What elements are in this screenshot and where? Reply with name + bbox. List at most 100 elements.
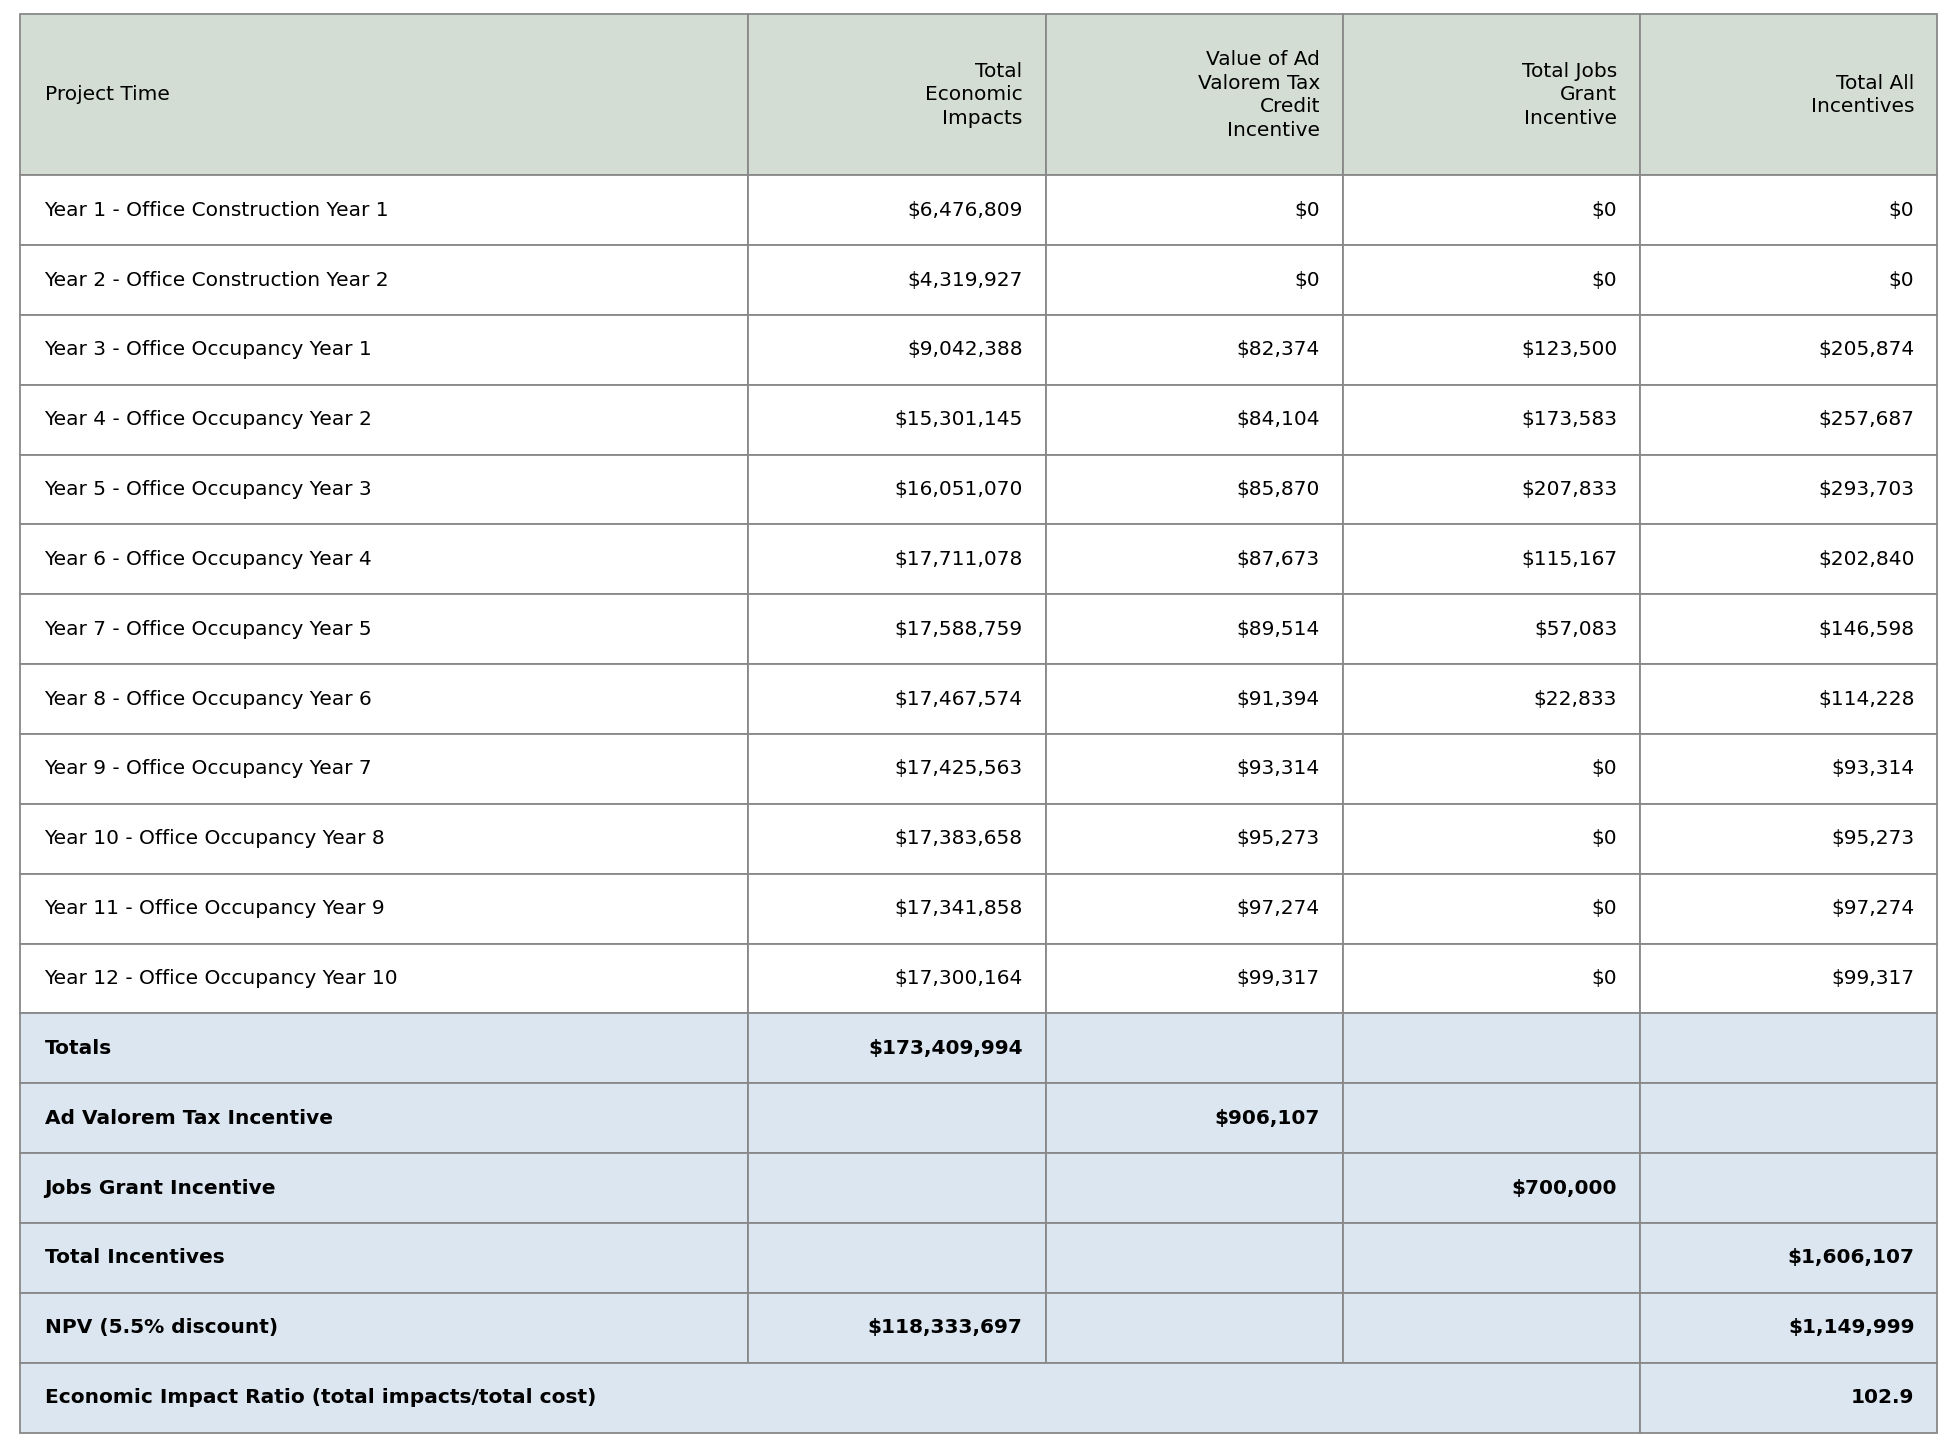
Bar bbox=[748, 454, 1045, 524]
Bar bbox=[1343, 874, 1640, 943]
Bar bbox=[1640, 734, 1937, 805]
Text: Year 5 - Office Occupancy Year 3: Year 5 - Office Occupancy Year 3 bbox=[45, 480, 372, 499]
Bar bbox=[1045, 1013, 1343, 1084]
Bar bbox=[1640, 315, 1937, 385]
Bar bbox=[748, 1153, 1045, 1223]
Bar bbox=[748, 245, 1045, 315]
Text: $173,583: $173,583 bbox=[1521, 410, 1616, 430]
Bar bbox=[748, 664, 1045, 734]
Bar bbox=[1343, 1013, 1640, 1084]
Text: $118,333,697: $118,333,697 bbox=[867, 1318, 1024, 1337]
Text: Total All
Incentives: Total All Incentives bbox=[1810, 74, 1914, 116]
Text: Year 12 - Office Occupancy Year 10: Year 12 - Office Occupancy Year 10 bbox=[45, 969, 397, 988]
Text: $700,000: $700,000 bbox=[1511, 1178, 1616, 1198]
Text: $84,104: $84,104 bbox=[1237, 410, 1319, 430]
Bar bbox=[1045, 175, 1343, 245]
Bar bbox=[748, 315, 1045, 385]
Bar bbox=[1045, 245, 1343, 315]
Bar bbox=[1343, 1153, 1640, 1223]
Text: $202,840: $202,840 bbox=[1818, 550, 1914, 569]
Text: $85,870: $85,870 bbox=[1237, 480, 1319, 499]
Text: Totals: Totals bbox=[45, 1039, 112, 1058]
Bar bbox=[20, 315, 748, 385]
Text: $97,274: $97,274 bbox=[1832, 899, 1914, 919]
Text: Value of Ad
Valorem Tax
Credit
Incentive: Value of Ad Valorem Tax Credit Incentive bbox=[1198, 51, 1319, 139]
Text: $57,083: $57,083 bbox=[1534, 619, 1616, 638]
Bar bbox=[1640, 1153, 1937, 1223]
Text: $22,833: $22,833 bbox=[1534, 690, 1616, 709]
Text: $4,319,927: $4,319,927 bbox=[908, 271, 1024, 289]
Bar bbox=[1640, 1223, 1937, 1292]
Text: $115,167: $115,167 bbox=[1521, 550, 1616, 569]
Text: Year 11 - Office Occupancy Year 9: Year 11 - Office Occupancy Year 9 bbox=[45, 899, 386, 919]
Bar bbox=[1343, 315, 1640, 385]
Bar bbox=[748, 1292, 1045, 1363]
Text: $17,341,858: $17,341,858 bbox=[894, 899, 1024, 919]
Bar bbox=[20, 1153, 748, 1223]
Bar bbox=[1343, 734, 1640, 805]
Bar bbox=[1343, 524, 1640, 595]
Text: $17,588,759: $17,588,759 bbox=[894, 619, 1024, 638]
Text: Year 10 - Office Occupancy Year 8: Year 10 - Office Occupancy Year 8 bbox=[45, 829, 386, 848]
Bar bbox=[1343, 14, 1640, 175]
Text: NPV (5.5% discount): NPV (5.5% discount) bbox=[45, 1318, 278, 1337]
Text: $97,274: $97,274 bbox=[1237, 899, 1319, 919]
Text: Ad Valorem Tax Incentive: Ad Valorem Tax Incentive bbox=[45, 1108, 333, 1127]
Bar bbox=[748, 874, 1045, 943]
Text: $0: $0 bbox=[1889, 201, 1914, 220]
Text: $93,314: $93,314 bbox=[1237, 760, 1319, 778]
Bar bbox=[1343, 595, 1640, 664]
Bar bbox=[20, 805, 748, 874]
Text: $17,383,658: $17,383,658 bbox=[894, 829, 1024, 848]
Text: Year 8 - Office Occupancy Year 6: Year 8 - Office Occupancy Year 6 bbox=[45, 690, 372, 709]
Bar bbox=[1640, 1292, 1937, 1363]
Text: $17,711,078: $17,711,078 bbox=[894, 550, 1024, 569]
Bar bbox=[1640, 874, 1937, 943]
Bar bbox=[1343, 1223, 1640, 1292]
Bar bbox=[1640, 805, 1937, 874]
Text: $82,374: $82,374 bbox=[1237, 340, 1319, 359]
Bar bbox=[748, 1223, 1045, 1292]
Bar bbox=[1343, 805, 1640, 874]
Bar bbox=[1045, 664, 1343, 734]
Bar bbox=[748, 524, 1045, 595]
Bar bbox=[1045, 1084, 1343, 1153]
Text: $17,300,164: $17,300,164 bbox=[894, 969, 1024, 988]
Text: Year 7 - Office Occupancy Year 5: Year 7 - Office Occupancy Year 5 bbox=[45, 619, 372, 638]
Text: $0: $0 bbox=[1591, 760, 1616, 778]
Bar bbox=[20, 1013, 748, 1084]
Bar bbox=[1640, 1363, 1937, 1433]
Bar bbox=[1343, 385, 1640, 454]
Text: 102.9: 102.9 bbox=[1851, 1388, 1914, 1406]
Text: $99,317: $99,317 bbox=[1832, 969, 1914, 988]
Bar bbox=[748, 175, 1045, 245]
Bar bbox=[20, 1223, 748, 1292]
Text: Year 1 - Office Construction Year 1: Year 1 - Office Construction Year 1 bbox=[45, 201, 389, 220]
Text: $0: $0 bbox=[1889, 271, 1914, 289]
Bar bbox=[1640, 595, 1937, 664]
Text: $173,409,994: $173,409,994 bbox=[869, 1039, 1024, 1058]
Text: $0: $0 bbox=[1294, 201, 1319, 220]
Bar bbox=[1045, 524, 1343, 595]
Text: $16,051,070: $16,051,070 bbox=[894, 480, 1024, 499]
Bar bbox=[1343, 454, 1640, 524]
Bar bbox=[1343, 245, 1640, 315]
Bar bbox=[1045, 14, 1343, 175]
Bar bbox=[748, 14, 1045, 175]
Text: $207,833: $207,833 bbox=[1521, 480, 1616, 499]
Bar bbox=[1343, 664, 1640, 734]
Text: Year 6 - Office Occupancy Year 4: Year 6 - Office Occupancy Year 4 bbox=[45, 550, 372, 569]
Text: $15,301,145: $15,301,145 bbox=[894, 410, 1024, 430]
Text: Jobs Grant Incentive: Jobs Grant Incentive bbox=[45, 1178, 276, 1198]
Text: $257,687: $257,687 bbox=[1818, 410, 1914, 430]
Bar bbox=[20, 1363, 1640, 1433]
Text: $205,874: $205,874 bbox=[1818, 340, 1914, 359]
Text: $0: $0 bbox=[1591, 899, 1616, 919]
Bar bbox=[20, 595, 748, 664]
Bar bbox=[1640, 1084, 1937, 1153]
Bar bbox=[748, 385, 1045, 454]
Text: Year 2 - Office Construction Year 2: Year 2 - Office Construction Year 2 bbox=[45, 271, 389, 289]
Text: $9,042,388: $9,042,388 bbox=[906, 340, 1024, 359]
Text: $87,673: $87,673 bbox=[1237, 550, 1319, 569]
Bar bbox=[1640, 943, 1937, 1013]
